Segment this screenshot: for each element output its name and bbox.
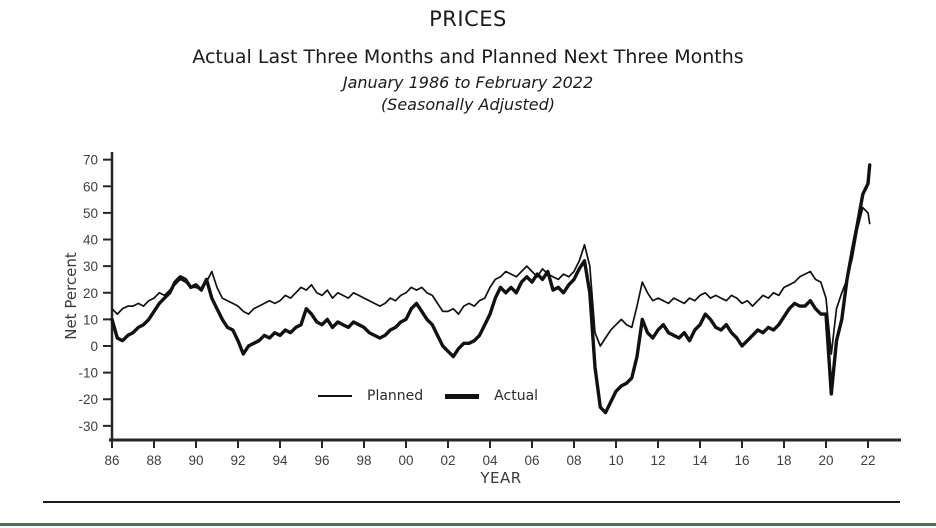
x-tick-label: 86: [104, 453, 119, 468]
x-tick-label: 18: [776, 453, 791, 468]
x-tick-label: 14: [692, 453, 708, 468]
y-tick-label: -10: [78, 366, 98, 381]
actual-series-line: [110, 163, 872, 415]
y-tick-label: 60: [83, 179, 98, 194]
y-tick-label: 30: [83, 259, 98, 274]
y-tick-label: 70: [83, 153, 98, 168]
date-range: January 1986 to February 2022: [342, 73, 594, 92]
x-tick-label: 94: [272, 453, 288, 468]
y-tick-label: -30: [78, 419, 98, 434]
y-tick-label: 50: [83, 206, 98, 221]
legend-label-planned: Planned: [367, 388, 424, 404]
x-tick-label: 02: [440, 453, 455, 468]
legend-label-actual: Actual: [494, 388, 539, 404]
planned-line-sample-icon: [318, 395, 352, 397]
x-tick-label: 88: [146, 453, 161, 468]
x-tick-label: 10: [608, 453, 623, 468]
actual-line-sample-icon: [445, 393, 480, 399]
y-tick-label: -20: [78, 392, 98, 407]
y-axis-title: Net Percent: [62, 252, 80, 340]
x-axis-title: YEAR: [480, 469, 522, 487]
x-tick-label: 06: [524, 453, 539, 468]
x-tick-label: 12: [650, 453, 665, 468]
y-tick-label: 10: [83, 312, 98, 327]
x-tick-label: 98: [356, 453, 371, 468]
chart-legend: Planned Actual: [318, 388, 538, 404]
chart-header: PRICES Actual Last Three Months and Plan…: [0, 0, 936, 115]
planned-series-line: [111, 206, 871, 355]
y-tick-label: 0: [90, 339, 98, 354]
chart-subtitle: Actual Last Three Months and Planned Nex…: [192, 46, 744, 68]
footer-divider: [43, 501, 900, 503]
x-tick-label: 08: [566, 453, 581, 468]
adjustment-note: (Seasonally Adjusted): [380, 95, 556, 114]
x-tick-label: 22: [860, 453, 875, 468]
y-tick-label: 40: [83, 233, 98, 248]
x-tick-label: 92: [230, 453, 245, 468]
page-title: PRICES: [429, 7, 507, 31]
x-tick-label: 00: [398, 453, 413, 468]
x-tick-label: 16: [734, 453, 749, 468]
footer-accent-bar: [0, 523, 936, 526]
x-tick-label: 04: [482, 453, 498, 468]
x-tick-label: 20: [818, 453, 833, 468]
x-tick-label: 96: [314, 453, 329, 468]
y-tick-label: 20: [83, 286, 98, 301]
x-tick-label: 90: [188, 453, 203, 468]
